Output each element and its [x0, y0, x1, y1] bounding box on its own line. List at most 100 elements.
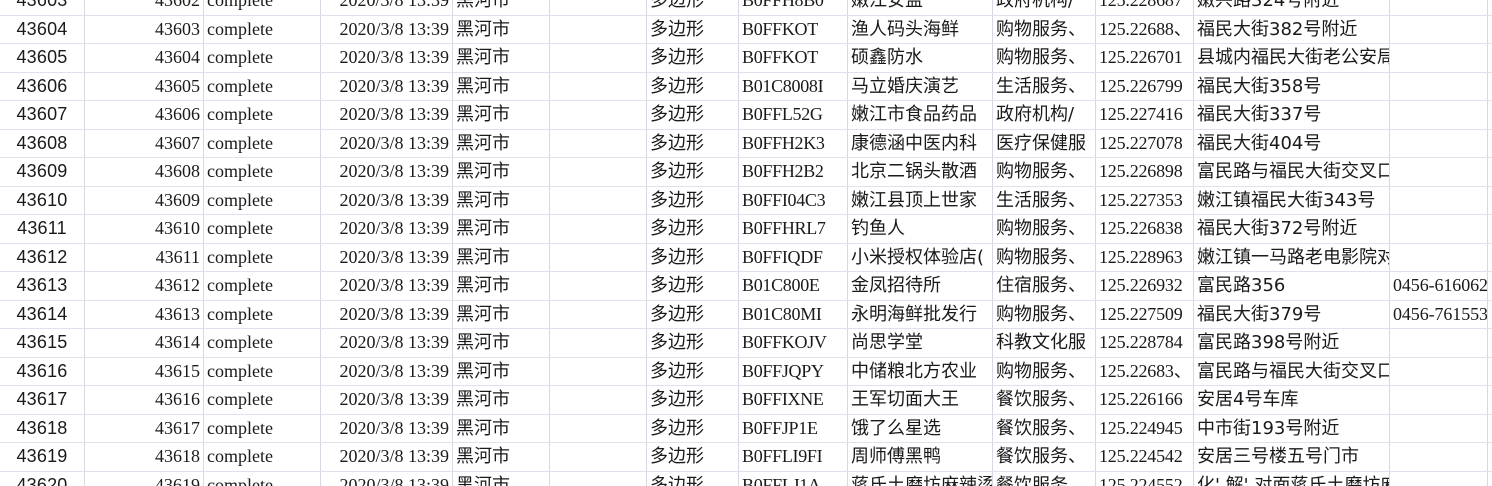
cell-longitude[interactable]: 125.226932: [1095, 271, 1194, 301]
cell-id[interactable]: 43603: [84, 15, 204, 44]
row-header-cell[interactable]: 43612: [0, 243, 85, 272]
cell-category[interactable]: 餐饮服务、: [992, 414, 1096, 443]
cell-city[interactable]: 黑河市: [452, 186, 550, 215]
cell-code[interactable]: B0FFI04C3: [738, 186, 848, 215]
cell-blank[interactable]: [549, 100, 647, 130]
cell-shape[interactable]: 多边形: [646, 15, 739, 44]
cell-city[interactable]: 黑河市: [452, 357, 550, 386]
cell-id[interactable]: 43612: [84, 271, 204, 301]
cell-city[interactable]: 黑河市: [452, 414, 550, 443]
cell-code[interactable]: B0FFH8B0: [738, 0, 848, 16]
cell-code[interactable]: B0FFIXNE: [738, 385, 848, 415]
cell-number[interactable]: 1.525E+1: [1487, 442, 1492, 472]
cell-id[interactable]: 43616: [84, 385, 204, 415]
cell-category[interactable]: 餐饮服务、: [992, 442, 1096, 472]
cell-time[interactable]: 2020/3/8 13:39: [320, 328, 453, 358]
cell-blank[interactable]: [549, 243, 647, 272]
cell-shape[interactable]: 多边形: [646, 214, 739, 244]
cell-id[interactable]: 43611: [84, 243, 204, 272]
cell-status[interactable]: complete: [203, 186, 321, 215]
cell-phone[interactable]: 0456-7615535: [1389, 300, 1488, 329]
cell-number[interactable]: [1487, 328, 1492, 358]
cell-phone[interactable]: [1389, 414, 1488, 443]
cell-code[interactable]: B0FFJP1E: [738, 414, 848, 443]
cell-blank[interactable]: [549, 271, 647, 301]
table-row[interactable]: 43614 43613 complete 2020/3/8 13:39 黑河市 多边形 B0…: [0, 300, 1492, 329]
table-row[interactable]: 43605 43604 complete 2020/3/8 13:39 黑河市 多边形 B0…: [0, 43, 1492, 73]
cell-status[interactable]: complete: [203, 43, 321, 73]
cell-time[interactable]: 2020/3/8 13:39: [320, 129, 453, 158]
cell-number[interactable]: [1487, 72, 1492, 101]
cell-category[interactable]: 生活服务、: [992, 72, 1096, 101]
cell-address[interactable]: 中市街193号附近: [1193, 414, 1390, 443]
cell-time[interactable]: 2020/3/8 13:39: [320, 243, 453, 272]
cell-address[interactable]: 福民大街404号: [1193, 129, 1390, 158]
cell-status[interactable]: complete: [203, 385, 321, 415]
cell-city[interactable]: 黑河市: [452, 271, 550, 301]
cell-blank[interactable]: [549, 157, 647, 187]
cell-address[interactable]: 县城内福民大街老公安局南50米362号: [1193, 43, 1390, 73]
table-row[interactable]: 43607 43606 complete 2020/3/8 13:39 黑河市 多边形 B0…: [0, 100, 1492, 130]
cell-city[interactable]: 黑河市: [452, 129, 550, 158]
cell-time[interactable]: 2020/3/8 13:39: [320, 72, 453, 101]
cell-phone[interactable]: [1389, 328, 1488, 358]
cell-blank[interactable]: [549, 414, 647, 443]
cell-id[interactable]: 43615: [84, 357, 204, 386]
table-row[interactable]: 43620 43619 complete 2020/3/8 13:39 黑河市 多边形 B0…: [0, 471, 1492, 486]
cell-blank[interactable]: [549, 357, 647, 386]
cell-address[interactable]: 富民路与福民大街交叉口西北5: [1193, 157, 1390, 187]
cell-category[interactable]: 购物服务、: [992, 43, 1096, 73]
table-row[interactable]: 43611 43610 complete 2020/3/8 13:39 黑河市 多边形 B0…: [0, 214, 1492, 244]
cell-longitude[interactable]: 125.22683、: [1095, 357, 1194, 386]
cell-city[interactable]: 黑河市: [452, 157, 550, 187]
cell-code[interactable]: B0FFIQDF: [738, 243, 848, 272]
cell-address[interactable]: 嫩江镇福民大街343号: [1193, 186, 1390, 215]
cell-time[interactable]: 2020/3/8 13:39: [320, 214, 453, 244]
cell-number[interactable]: [1487, 0, 1492, 16]
cell-time[interactable]: 2020/3/8 13:39: [320, 271, 453, 301]
cell-address[interactable]: 化',解',对面蒋氏土磨坊麻辣烫: [1193, 471, 1390, 486]
cell-name[interactable]: 北京二锅头散酒: [847, 157, 993, 187]
cell-longitude[interactable]: 125.224542: [1095, 442, 1194, 472]
cell-name[interactable]: 王军切面大王: [847, 385, 993, 415]
table-row[interactable]: 43618 43617 complete 2020/3/8 13:39 黑河市 多边形 B0…: [0, 414, 1492, 443]
cell-shape[interactable]: 多边形: [646, 0, 739, 16]
cell-id[interactable]: 43617: [84, 414, 204, 443]
row-header-cell[interactable]: 43605: [0, 43, 85, 73]
cell-code[interactable]: B0FFKOT: [738, 15, 848, 44]
cell-address[interactable]: 福民大街379号: [1193, 300, 1390, 329]
cell-shape[interactable]: 多边形: [646, 414, 739, 443]
cell-shape[interactable]: 多边形: [646, 129, 739, 158]
cell-status[interactable]: complete: [203, 442, 321, 472]
cell-category[interactable]: 购物服务、: [992, 300, 1096, 329]
cell-code[interactable]: B0FFH2K3: [738, 129, 848, 158]
cell-address[interactable]: 嫩江镇一马路老电影院对面金立: [1193, 243, 1390, 272]
row-header-cell[interactable]: 43609: [0, 157, 85, 187]
row-header-cell[interactable]: 43620: [0, 471, 85, 486]
row-header-cell[interactable]: 43618: [0, 414, 85, 443]
cell-blank[interactable]: [549, 129, 647, 158]
cell-phone[interactable]: [1389, 186, 1488, 215]
cell-name[interactable]: 金凤招待所: [847, 271, 993, 301]
table-row[interactable]: 43604 43603 complete 2020/3/8 13:39 黑河市 多边形 B0…: [0, 15, 1492, 44]
cell-category[interactable]: 政府机构/: [992, 100, 1096, 130]
cell-name[interactable]: 蒋氏土磨坊麻辣烫: [847, 471, 993, 486]
cell-time[interactable]: 2020/3/8 13:39: [320, 357, 453, 386]
table-row[interactable]: 43612 43611 complete 2020/3/8 13:39 黑河市 多边形 B0…: [0, 243, 1492, 272]
cell-shape[interactable]: 多边形: [646, 157, 739, 187]
cell-time[interactable]: 2020/3/8 13:39: [320, 0, 453, 16]
cell-code[interactable]: B01C80MI: [738, 300, 848, 329]
cell-address[interactable]: 福民大街372号附近: [1193, 214, 1390, 244]
row-header-cell[interactable]: 43603: [0, 0, 85, 16]
cell-number[interactable]: 1.356E+1: [1487, 385, 1492, 415]
cell-number[interactable]: [1487, 414, 1492, 443]
cell-category[interactable]: 政府机构/: [992, 0, 1096, 16]
cell-shape[interactable]: 多边形: [646, 271, 739, 301]
cell-category[interactable]: 住宿服务、: [992, 271, 1096, 301]
cell-number[interactable]: [1487, 186, 1492, 215]
cell-name[interactable]: 马立婚庆演艺: [847, 72, 993, 101]
row-header-cell[interactable]: 43611: [0, 214, 85, 244]
cell-code[interactable]: B0FFLJ1A: [738, 471, 848, 486]
cell-shape[interactable]: 多边形: [646, 72, 739, 101]
